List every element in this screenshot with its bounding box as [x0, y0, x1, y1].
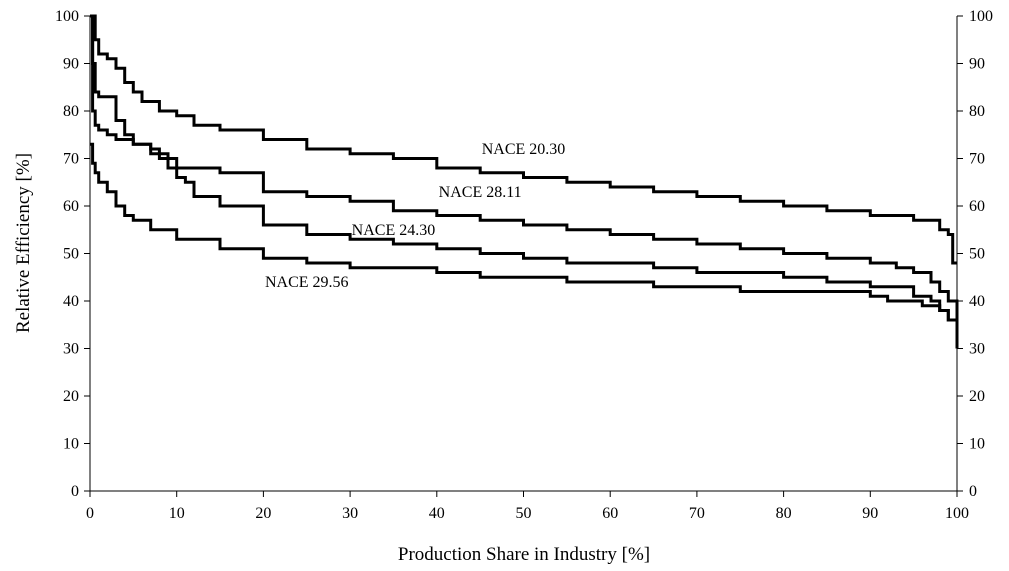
y-tick-left-label: 90 [63, 56, 79, 73]
y-tick-left-label: 30 [63, 341, 79, 358]
series-label: NACE 20.30 [482, 141, 566, 158]
y-tick-left-label: 40 [63, 293, 79, 310]
x-tick-label: 0 [86, 505, 94, 522]
y-tick-right-label: 60 [969, 198, 985, 215]
series-lines [90, 14, 959, 349]
x-tick-label: 40 [429, 505, 445, 522]
x-tick-label: 80 [776, 505, 792, 522]
x-axis-title: Production Share in Industry [%] [398, 544, 650, 565]
series-label: NACE 29.56 [265, 274, 349, 291]
y-tick-right-label: 20 [969, 388, 985, 405]
y-tick-left-label: 70 [63, 151, 79, 168]
y-tick-left-label: 100 [55, 8, 79, 25]
series-label: NACE 24.30 [352, 222, 436, 239]
series-line-nace-29-56 [90, 142, 959, 330]
x-tick-label: 100 [945, 505, 969, 522]
y-tick-right-label: 90 [969, 56, 985, 73]
series-labels: NACE 20.30 NACE 28.11 NACE 24.30 NACE 29.56 [265, 141, 565, 291]
x-tick-label: 60 [602, 505, 618, 522]
y-tick-left-label: 20 [63, 388, 79, 405]
series-line-nace-20-30 [90, 14, 957, 265]
y-tick-right-label: 30 [969, 341, 985, 358]
y-tick-right-label: 50 [969, 246, 985, 263]
x-tick-label: 20 [255, 505, 271, 522]
x-tick-label: 90 [862, 505, 878, 522]
x-tick-label: 50 [516, 505, 532, 522]
series-line-nace-28-11 [90, 14, 959, 349]
y-axis-title: Relative Efficiency [%] [13, 153, 34, 333]
x-tick-label: 10 [169, 505, 185, 522]
y-tick-right-label: 10 [969, 436, 985, 453]
y-tick-right-label: 40 [969, 293, 985, 310]
y-tick-left-label: 80 [63, 103, 79, 120]
y-tick-right-label: 70 [969, 151, 985, 168]
y-tick-right-label: 100 [969, 8, 993, 25]
series-line-nace-24-30 [90, 14, 959, 344]
y-tick-left-label: 50 [63, 246, 79, 263]
y-tick-left-label: 60 [63, 198, 79, 215]
y-tick-left-label: 10 [63, 436, 79, 453]
x-tick-label: 70 [689, 505, 705, 522]
y-tick-right-label: 0 [969, 483, 977, 500]
y-tick-right-label: 80 [969, 103, 985, 120]
y-tick-left-label: 0 [71, 483, 79, 500]
x-tick-label: 30 [342, 505, 358, 522]
series-label: NACE 28.11 [439, 184, 522, 201]
